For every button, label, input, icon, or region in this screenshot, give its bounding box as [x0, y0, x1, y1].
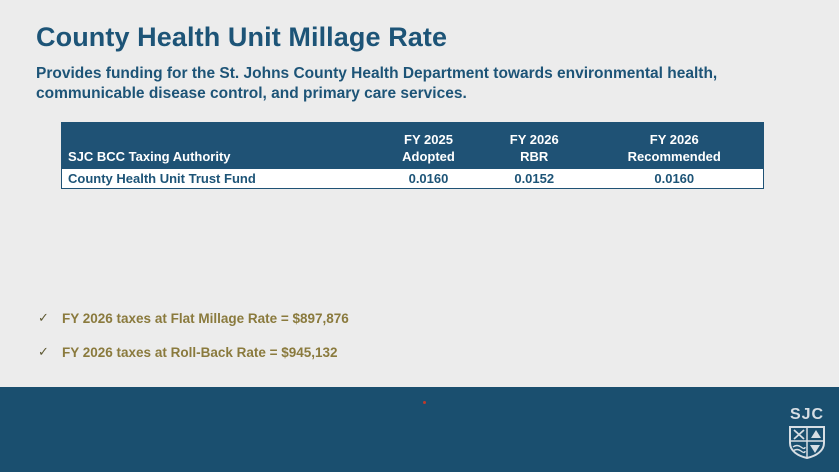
bullet-text: FY 2026 taxes at Flat Millage Rate = $89…	[62, 310, 349, 326]
cell-authority: County Health Unit Trust Fund	[68, 170, 256, 186]
header-line: Recommended	[627, 148, 721, 164]
millage-rate-table: SJC BCC Taxing Authority FY 2025 Adopted…	[61, 122, 764, 189]
slide-title: County Health Unit Millage Rate	[36, 22, 448, 52]
header-fy2026-recommended: FY 2026 Recommended	[586, 123, 764, 169]
header-line: FY 2026	[509, 131, 559, 147]
footer-bar	[0, 387, 839, 472]
bullet-text: FY 2026 taxes at Roll-Back Rate = $945,1…	[62, 344, 338, 360]
slide-subtitle: Provides funding for the St. Johns Count…	[36, 65, 718, 102]
check-icon: ✓	[38, 310, 49, 326]
tax-bullets: ✓ FY 2026 taxes at Flat Millage Rate = $…	[38, 309, 349, 377]
county-logo: SJC	[786, 406, 828, 462]
bullet-item: ✓ FY 2026 taxes at Roll-Back Rate = $945…	[38, 343, 349, 361]
cell-fy2026-recommended: 0.0160	[654, 170, 695, 186]
header-line: Adopted	[402, 148, 455, 164]
check-icon: ✓	[38, 344, 49, 360]
county-shield-icon	[789, 426, 825, 459]
cell-fy2026-rbr: 0.0152	[514, 170, 555, 186]
table-header-row: SJC BCC Taxing Authority FY 2025 Adopted…	[61, 122, 764, 169]
header-line: FY 2026	[649, 131, 699, 147]
cell-fy2025-adopted: 0.0160	[408, 170, 449, 186]
header-line: RBR	[520, 148, 549, 164]
header-fy2026-rbr: FY 2026 RBR	[483, 123, 586, 169]
pointer-dot	[423, 401, 426, 404]
header-fy2025-adopted: FY 2025 Adopted	[374, 123, 483, 169]
header-line: SJC BCC Taxing Authority	[68, 148, 231, 164]
header-taxing-authority: SJC BCC Taxing Authority	[62, 123, 375, 169]
header-line: FY 2025	[404, 131, 453, 147]
logo-text: SJC	[789, 406, 825, 423]
bullet-item: ✓ FY 2026 taxes at Flat Millage Rate = $…	[38, 309, 349, 327]
table-row: County Health Unit Trust Fund 0.0160 0.0…	[61, 168, 764, 189]
